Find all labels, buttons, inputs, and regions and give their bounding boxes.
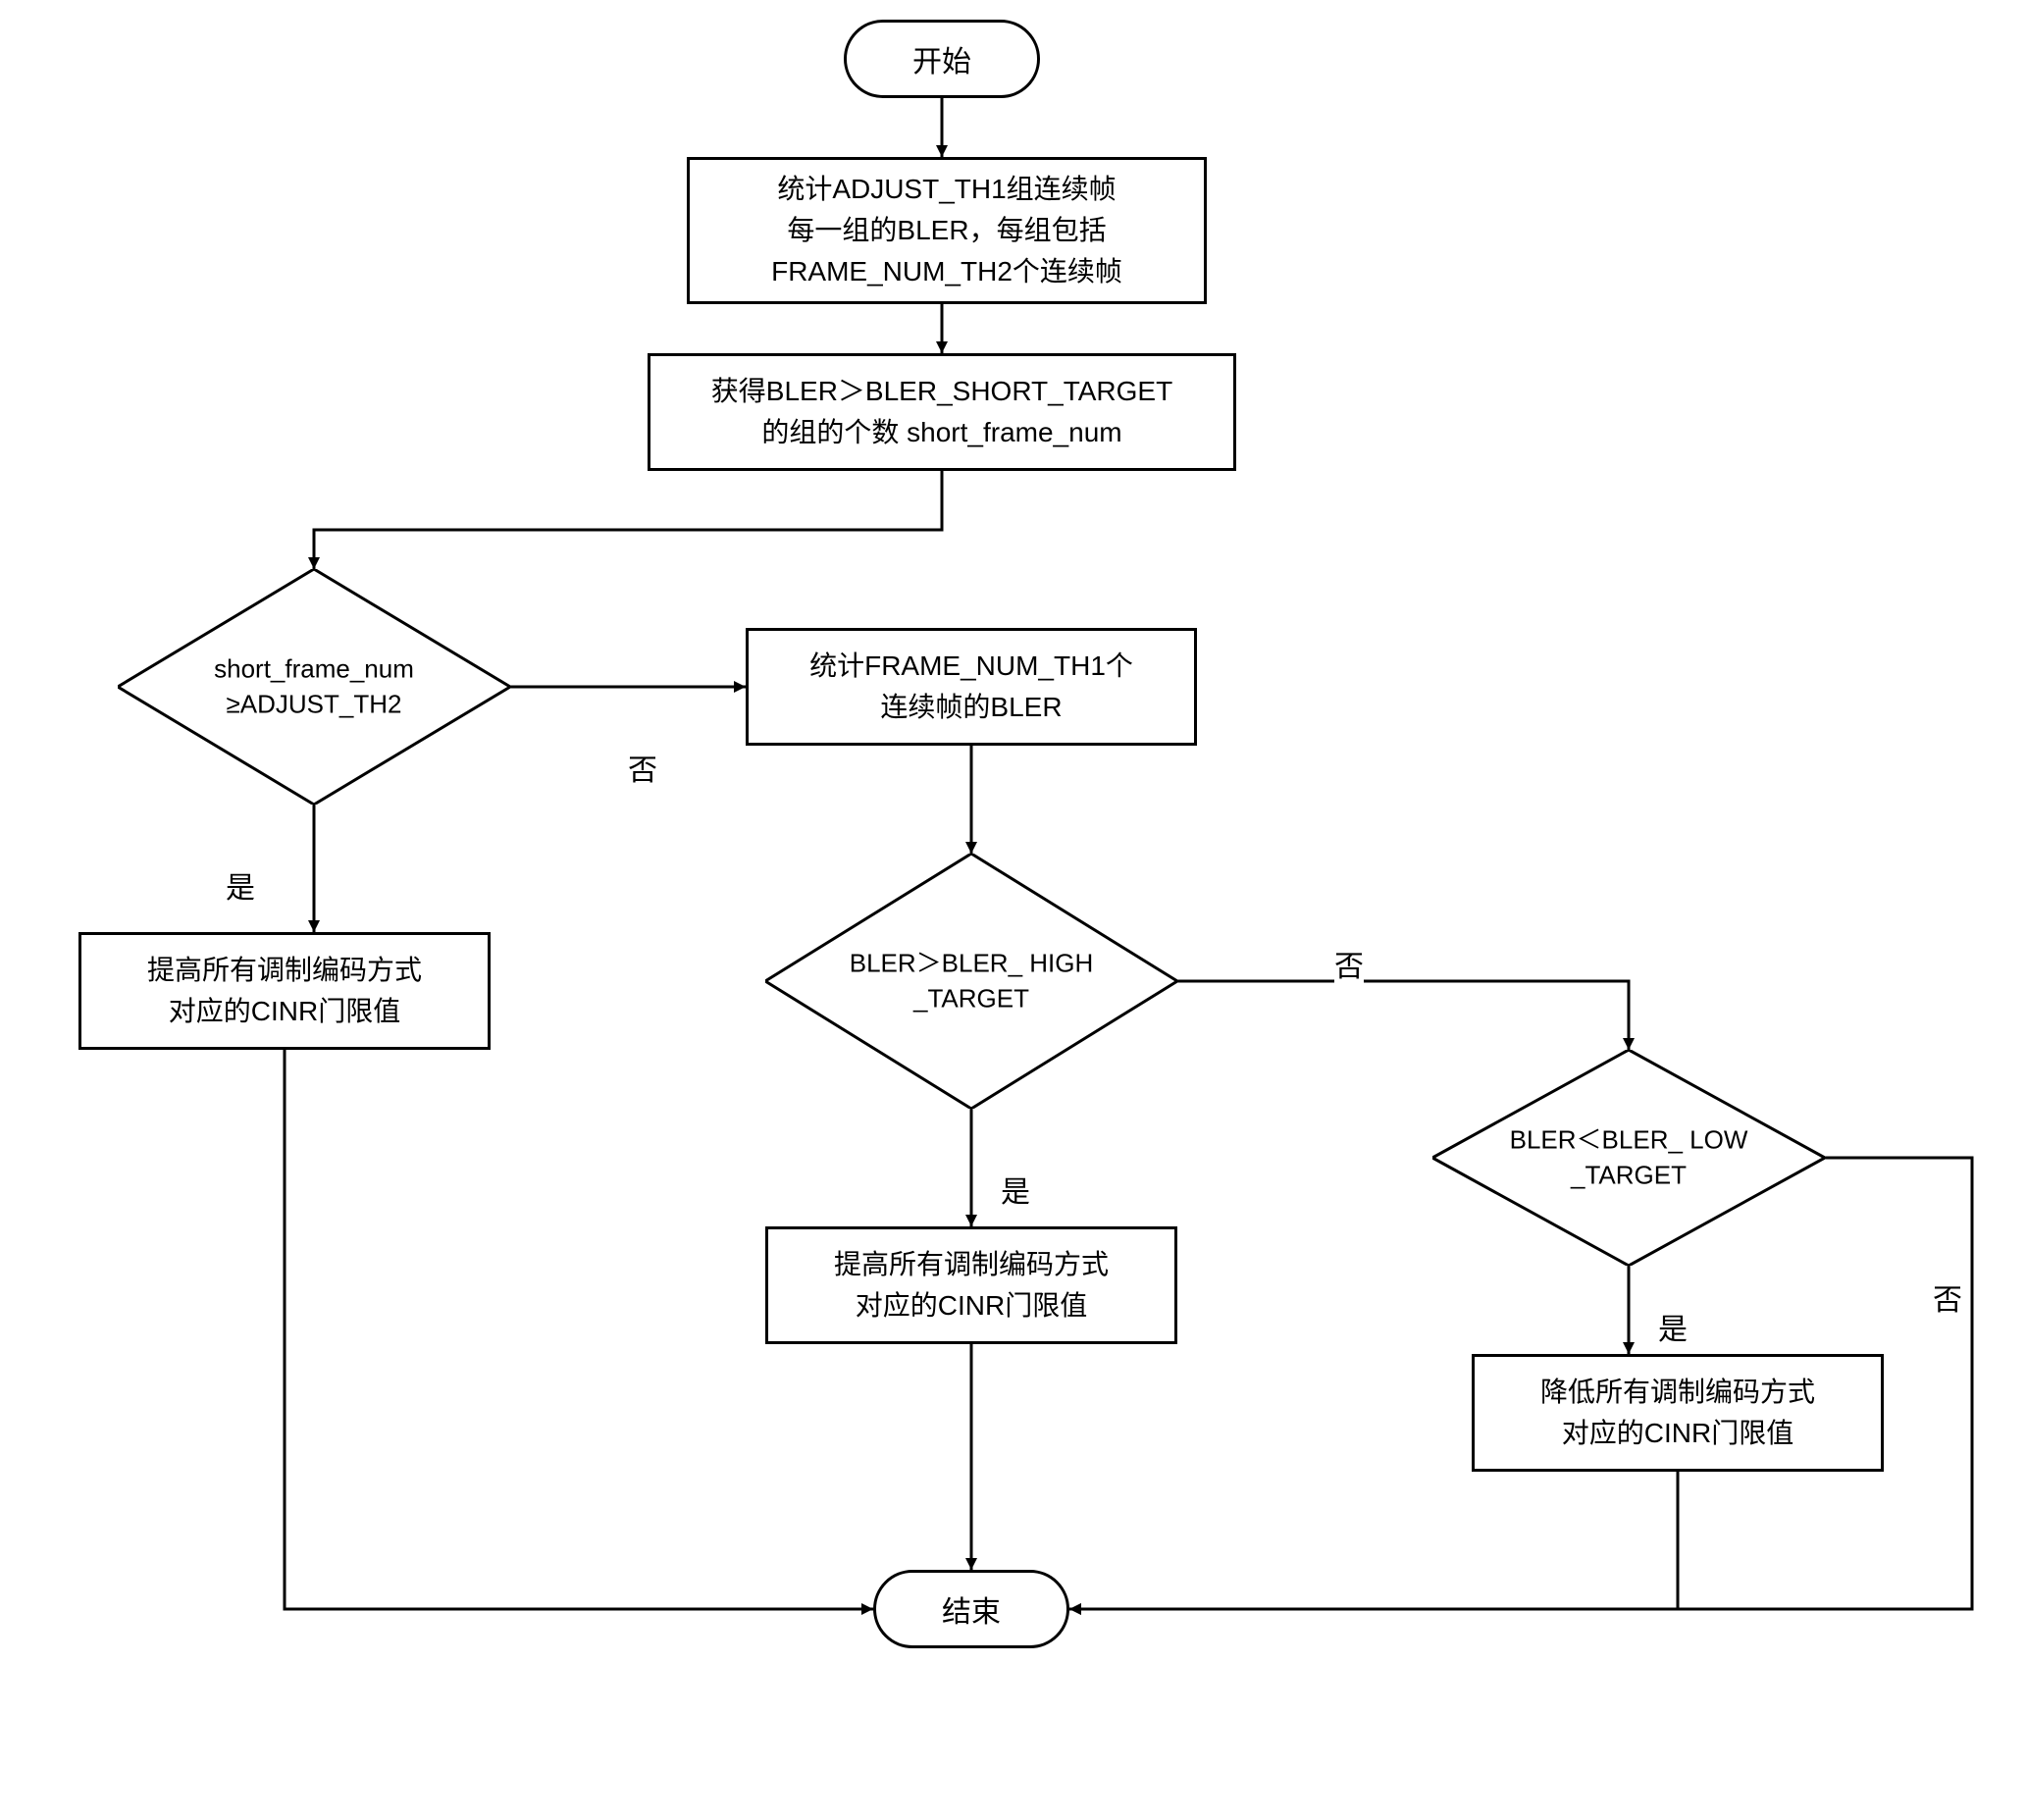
d1-label: short_frame_num≥ADJUST_TH2 [177,651,451,723]
process-p5: 提高所有调制编码方式对应的CINR门限值 [765,1226,1177,1344]
d3-label: BLER＜BLER_ LOW_TARGET [1491,1122,1766,1194]
p6-label: 降低所有调制编码方式对应的CINR门限值 [1540,1372,1815,1454]
process-p1: 统计ADJUST_TH1组连续帧每一组的BLER，每组包括FRAME_NUM_T… [687,157,1207,304]
process-p6: 降低所有调制编码方式对应的CINR门限值 [1472,1354,1884,1472]
decision-d2: BLER＞BLER_ HIGH_TARGET [765,854,1177,1109]
p2-label: 获得BLER＞BLER_SHORT_TARGET的组的个数 short_fram… [711,371,1172,453]
start-label: 开始 [912,37,971,80]
process-p3: 统计FRAME_NUM_TH1个连续帧的BLER [746,628,1197,746]
end-label: 结束 [942,1587,1001,1631]
start-node: 开始 [844,20,1040,98]
p1-label: 统计ADJUST_TH1组连续帧每一组的BLER，每组包括FRAME_NUM_T… [771,169,1122,292]
edge-label-d3-yes: 是 [1658,1305,1688,1348]
p4-label: 提高所有调制编码方式对应的CINR门限值 [147,950,422,1032]
process-p4: 提高所有调制编码方式对应的CINR门限值 [78,932,491,1050]
end-node: 结束 [873,1570,1069,1648]
edge-label-d1-yes: 是 [226,863,255,907]
edge-label-d2-yes: 是 [1001,1168,1030,1211]
edge-label-d1-no: 否 [628,746,657,789]
decision-d3: BLER＜BLER_ LOW_TARGET [1432,1050,1825,1266]
decision-d1: short_frame_num≥ADJUST_TH2 [118,569,510,805]
edge-label-d3-no: 否 [1933,1275,1962,1319]
p5-label: 提高所有调制编码方式对应的CINR门限值 [834,1244,1109,1326]
process-p2: 获得BLER＞BLER_SHORT_TARGET的组的个数 short_fram… [648,353,1236,471]
p3-label: 统计FRAME_NUM_TH1个连续帧的BLER [809,646,1133,728]
d2-label: BLER＞BLER_ HIGH_TARGET [827,946,1116,1017]
edge-label-d2-no: 否 [1334,942,1364,985]
